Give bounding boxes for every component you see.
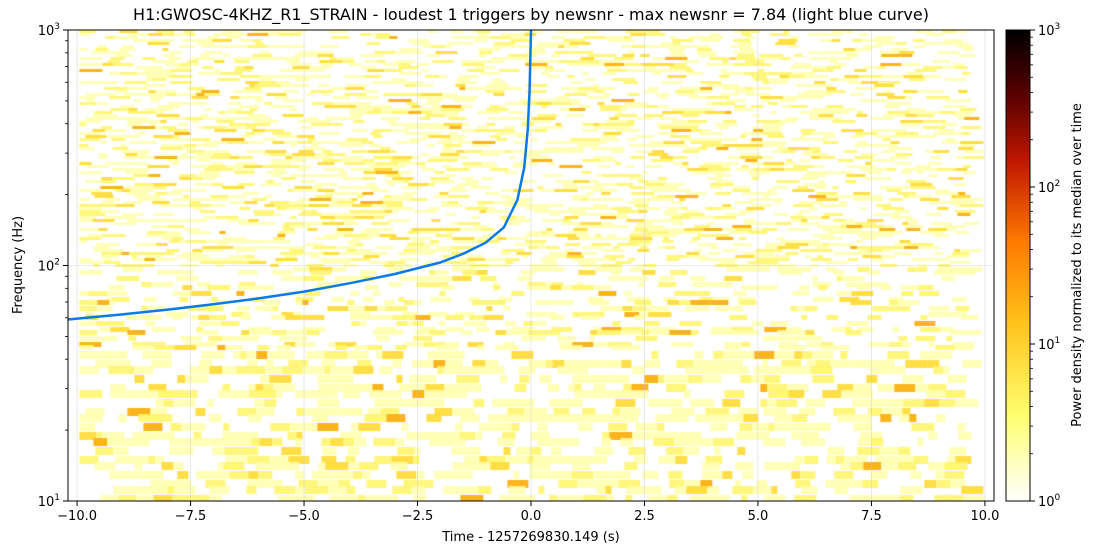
chart-title: H1:GWOSC-4KHZ_R1_STRAIN - loudest 1 trig… <box>133 5 929 25</box>
colorbar: 100 101 102 103 Power density normalized to… <box>1005 22 1085 510</box>
trigger-chirp-curve <box>68 30 533 321</box>
x-tick-label: 10.0 <box>970 509 999 524</box>
x-axis: −10.0 −7.5 −5.0 −2.5 0.0 2.5 5.0 7.5 10.0 <box>57 501 999 524</box>
x-tick-label: −2.5 <box>402 509 434 524</box>
colorbar-tick-label: 100 <box>1038 493 1061 510</box>
x-tick-label: −10.0 <box>57 509 97 524</box>
x-tick-label: 7.5 <box>861 509 882 524</box>
colorbar-tick-label: 101 <box>1038 336 1060 353</box>
x-tick-label: 2.5 <box>634 509 655 524</box>
x-tick-label: −7.5 <box>175 509 207 524</box>
colorbar-gradient <box>1005 29 1031 502</box>
y-tick-label: 103 <box>38 22 60 39</box>
colorbar-ticks: 100 101 102 103 <box>1030 22 1061 510</box>
y-tick-label: 101 <box>38 493 60 510</box>
colorbar-label: Power density normalized to its median o… <box>1070 103 1085 427</box>
x-tick-label: −5.0 <box>288 509 320 524</box>
y-axis: 101 102 103 <box>38 22 68 510</box>
x-tick-label: 0.0 <box>521 509 542 524</box>
colorbar-tick-label: 102 <box>1038 179 1060 196</box>
x-tick-label: 5.0 <box>748 509 769 524</box>
y-axis-label: Frequency (Hz) <box>11 216 26 314</box>
colorbar-tick-label: 103 <box>1038 22 1060 39</box>
y-tick-label: 102 <box>38 258 60 275</box>
x-axis-label: Time - 1257269830.149 (s) <box>441 530 619 545</box>
plot-area <box>67 29 995 502</box>
